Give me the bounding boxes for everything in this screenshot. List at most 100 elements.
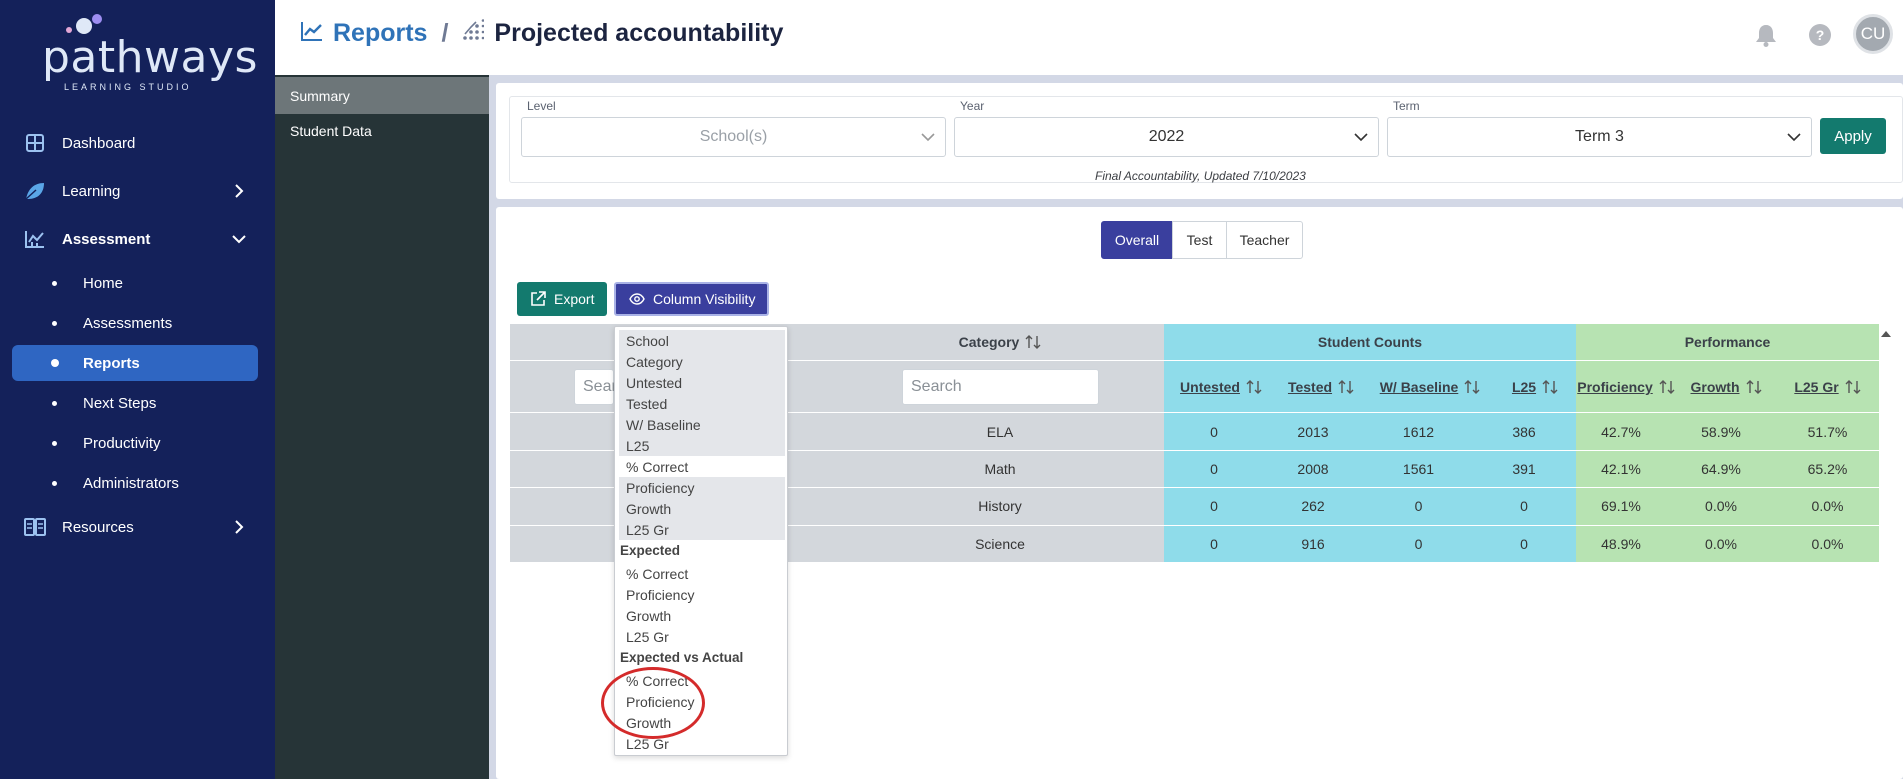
sidebar-item-summary[interactable]: Summary xyxy=(275,77,489,114)
nav-sub-administrators-label: Administrators xyxy=(83,474,179,492)
cell-l25: 386 xyxy=(1512,423,1536,440)
column-option-baseline[interactable]: W/ Baseline xyxy=(619,414,785,435)
column-visibility-button[interactable]: Column Visibility xyxy=(614,282,769,316)
sort-icon xyxy=(1025,334,1041,350)
bullet xyxy=(51,359,59,367)
accountability-note: Final Accountability, Updated 7/10/2023 xyxy=(1095,169,1306,183)
year-value: 2022 xyxy=(1148,128,1185,145)
cell-baseline: 1561 xyxy=(1402,460,1435,477)
column-option-l25gr[interactable]: L25 Gr xyxy=(619,519,785,540)
column-option-tested[interactable]: Tested xyxy=(619,393,785,414)
book-icon xyxy=(24,516,46,538)
chevron-down-icon xyxy=(1787,130,1801,149)
column-option-l25[interactable]: L25 xyxy=(619,435,785,456)
chevron-right-icon xyxy=(231,519,247,535)
tab-test[interactable]: Test xyxy=(1172,221,1227,259)
expected-option-proficiency[interactable]: Proficiency xyxy=(626,586,695,603)
eva-option-l25gr[interactable]: L25 Gr xyxy=(626,735,669,752)
nav-resources-label: Resources xyxy=(62,518,134,536)
nav-sub-assessments[interactable]: Assessments xyxy=(12,305,258,341)
expected-option-growth[interactable]: Growth xyxy=(626,607,672,624)
year-select[interactable]: 2022 xyxy=(954,117,1379,157)
category-search-input[interactable]: Search xyxy=(902,369,1099,405)
eva-option-growth[interactable]: Growth xyxy=(626,714,672,731)
expected-option-percent-correct[interactable]: % Correct xyxy=(626,565,689,582)
nav-assessment-label: Assessment xyxy=(62,230,151,248)
trend-icon xyxy=(301,19,323,48)
nav-sub-next-steps[interactable]: Next Steps xyxy=(12,385,258,421)
projection-icon xyxy=(462,19,485,48)
school-search-input[interactable]: Sear xyxy=(574,369,617,405)
sort-icon xyxy=(1338,379,1354,395)
breadcrumb-reports-link[interactable]: Reports xyxy=(333,19,428,47)
logo-dot xyxy=(66,27,72,33)
column-option-untested[interactable]: Untested xyxy=(619,372,785,393)
nav-sub-home[interactable]: Home xyxy=(12,265,258,301)
category-header[interactable]: Category xyxy=(810,324,1190,360)
column-header-growth[interactable]: Growth xyxy=(1676,367,1776,407)
student-counts-header: Student Counts xyxy=(1317,334,1423,350)
eva-option-percent-correct[interactable]: % Correct xyxy=(626,672,689,689)
row-divider xyxy=(510,487,1879,488)
logo-text: pathways xyxy=(42,32,258,83)
pathways-logo[interactable]: pathways LEARNING STUDIO xyxy=(30,14,257,92)
nav-sub-productivity[interactable]: Productivity xyxy=(12,425,258,461)
left-nav: pathways LEARNING STUDIO Dashboard Learn… xyxy=(0,0,275,779)
column-option-proficiency[interactable]: Proficiency xyxy=(619,477,785,498)
nav-dashboard[interactable]: Dashboard xyxy=(0,123,275,163)
year-filter: Year 2022 xyxy=(954,99,1379,157)
column-option-percent-correct[interactable]: % Correct xyxy=(626,458,689,475)
page-title: Projected accountability xyxy=(494,19,784,47)
help-icon[interactable]: ? xyxy=(1809,24,1831,46)
expected-option-l25gr[interactable]: L25 Gr xyxy=(626,628,669,645)
export-button[interactable]: Export xyxy=(517,282,607,316)
cell-tested: 2008 xyxy=(1297,460,1329,477)
proficiency-label: Proficiency xyxy=(1577,379,1653,395)
logo-dot xyxy=(92,14,102,24)
expected-group-header: Expected xyxy=(620,543,681,558)
column-header-tested[interactable]: Tested xyxy=(1276,367,1366,407)
chevron-right-icon xyxy=(231,183,247,199)
nav-resources[interactable]: Resources xyxy=(0,507,275,547)
row-divider xyxy=(510,450,1879,451)
nav-sub-reports[interactable]: Reports xyxy=(12,345,258,381)
term-filter: Term Term 3 xyxy=(1387,99,1812,157)
expected-vs-actual-group-header: Expected vs Actual xyxy=(620,650,744,665)
bell-icon[interactable] xyxy=(1755,23,1777,52)
eva-option-proficiency[interactable]: Proficiency xyxy=(626,693,695,710)
nav-sub-productivity-label: Productivity xyxy=(83,434,161,452)
avatar[interactable]: CU xyxy=(1853,14,1893,54)
apply-button[interactable]: Apply xyxy=(1820,118,1886,154)
nav-assessment[interactable]: Assessment xyxy=(0,219,275,259)
term-select[interactable]: Term 3 xyxy=(1387,117,1812,157)
cell-l25gr: 51.7% xyxy=(1807,423,1848,440)
cell-category: History xyxy=(978,498,1022,514)
column-header-l25gr[interactable]: L25 Gr xyxy=(1776,367,1879,407)
export-label: Export xyxy=(554,291,595,307)
bullet xyxy=(52,280,57,286)
column-option-school[interactable]: School xyxy=(619,330,785,351)
breadcrumb: Reports / Projected accountability xyxy=(301,19,783,48)
tab-overall[interactable]: Overall xyxy=(1101,221,1173,259)
tab-teacher[interactable]: Teacher xyxy=(1226,221,1303,259)
sort-icon xyxy=(1542,379,1558,395)
term-label: Term xyxy=(1393,99,1420,113)
level-select[interactable]: School(s) xyxy=(521,117,946,157)
cell-growth: 0.0% xyxy=(1705,535,1737,552)
cell-category: ELA xyxy=(986,423,1014,440)
column-header-l25[interactable]: L25 xyxy=(1494,367,1576,407)
cell-l25: 391 xyxy=(1512,460,1536,477)
scroll-up-arrow-icon[interactable] xyxy=(1880,326,1892,344)
column-option-growth[interactable]: Growth xyxy=(619,498,785,519)
column-header-untested[interactable]: Untested xyxy=(1166,367,1276,407)
sort-icon xyxy=(1246,379,1262,395)
sidebar-item-student-data[interactable]: Student Data xyxy=(290,122,372,139)
cell-untested: 0 xyxy=(1210,460,1218,477)
cell-category: Science xyxy=(975,535,1025,552)
column-header-proficiency[interactable]: Proficiency xyxy=(1576,367,1676,407)
column-header-baseline[interactable]: W/ Baseline xyxy=(1366,367,1494,407)
column-option-category[interactable]: Category xyxy=(619,351,785,372)
level-placeholder: School(s) xyxy=(699,128,768,145)
nav-sub-administrators[interactable]: Administrators xyxy=(12,465,258,501)
nav-learning[interactable]: Learning xyxy=(0,171,275,211)
